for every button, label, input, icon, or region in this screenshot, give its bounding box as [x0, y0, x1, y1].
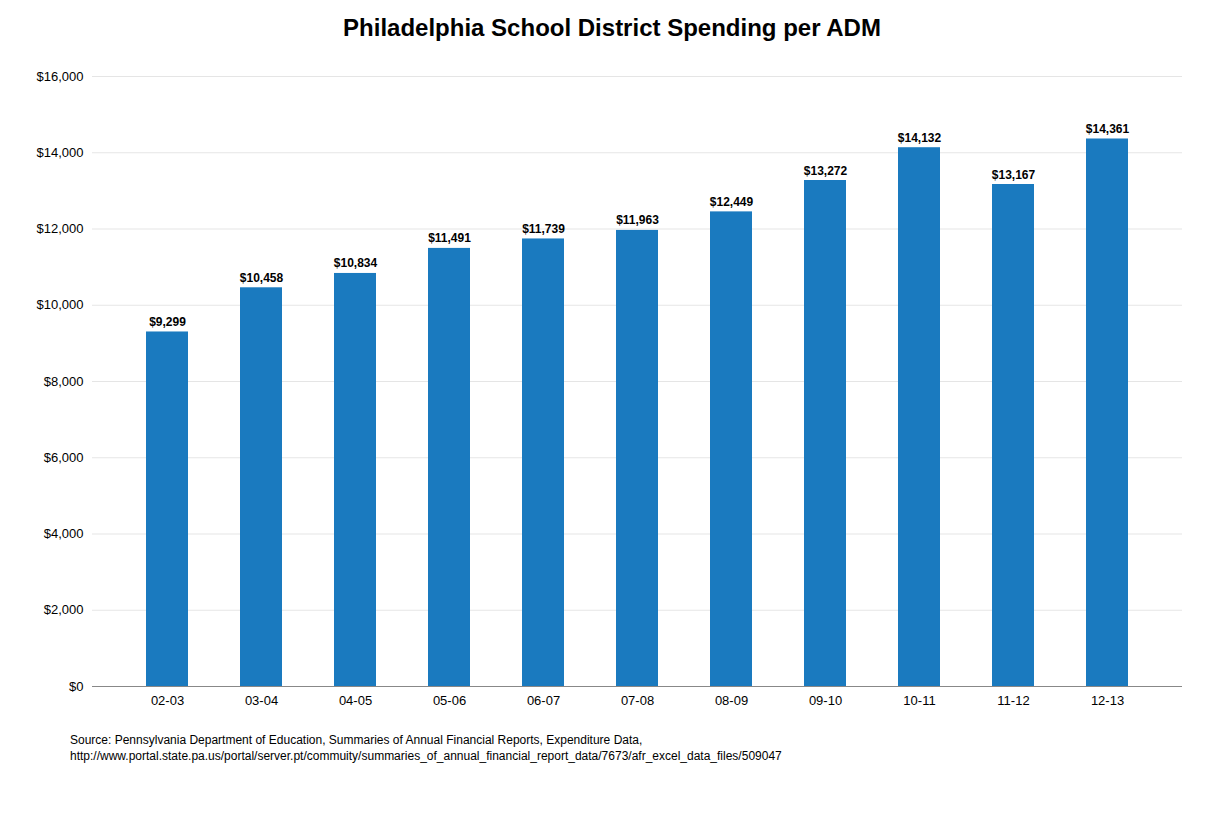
svg-text:$9,299: $9,299: [149, 315, 186, 329]
svg-text:$11,963: $11,963: [616, 213, 659, 227]
svg-text:$11,491: $11,491: [428, 231, 471, 245]
svg-text:$13,167: $13,167: [992, 168, 1036, 182]
svg-text:$12,000: $12,000: [37, 221, 84, 236]
svg-text:08-09: 08-09: [715, 693, 748, 708]
svg-text:$13,272: $13,272: [804, 164, 848, 178]
svg-text:$6,000: $6,000: [44, 450, 84, 465]
svg-text:$4,000: $4,000: [44, 526, 84, 541]
svg-text:$14,361: $14,361: [1086, 122, 1130, 136]
svg-text:$0: $0: [69, 679, 83, 694]
svg-text:$14,000: $14,000: [37, 145, 84, 160]
svg-text:05-06: 05-06: [433, 693, 466, 708]
html-text:Philadelphia School District S: Philadelphia School District Spending pe…: [343, 14, 881, 41]
svg-text:$2,000: $2,000: [44, 602, 84, 617]
svg-text:10-11: 10-11: [903, 693, 935, 708]
svg-text:04-05: 04-05: [339, 693, 372, 708]
svg-text:12-13: 12-13: [1091, 693, 1124, 708]
svg-text:06-07: 06-07: [527, 693, 560, 708]
svg-text:$12,449: $12,449: [710, 195, 754, 209]
svg-text:$10,834: $10,834: [334, 256, 378, 270]
svg-text:11-12: 11-12: [997, 693, 1029, 708]
svg-text:$10,458: $10,458: [240, 271, 284, 285]
svg-text:07-08: 07-08: [621, 693, 654, 708]
svg-text:09-10: 09-10: [809, 693, 842, 708]
html-text:Source: Pennsylvania Departmen: Source: Pennsylvania Department of Educa…: [70, 733, 782, 764]
svg-text:$10,000: $10,000: [37, 297, 84, 312]
svg-text:02-03: 02-03: [151, 693, 184, 708]
svg-text:$11,739: $11,739: [522, 222, 565, 236]
svg-text:$8,000: $8,000: [44, 374, 84, 389]
svg-text:$14,132: $14,132: [898, 131, 942, 145]
svg-text:$16,000: $16,000: [37, 69, 84, 84]
svg-text:03-04: 03-04: [245, 693, 278, 708]
